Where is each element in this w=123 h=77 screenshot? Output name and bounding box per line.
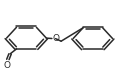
Text: O: O [4,61,11,70]
Text: O: O [52,34,59,43]
